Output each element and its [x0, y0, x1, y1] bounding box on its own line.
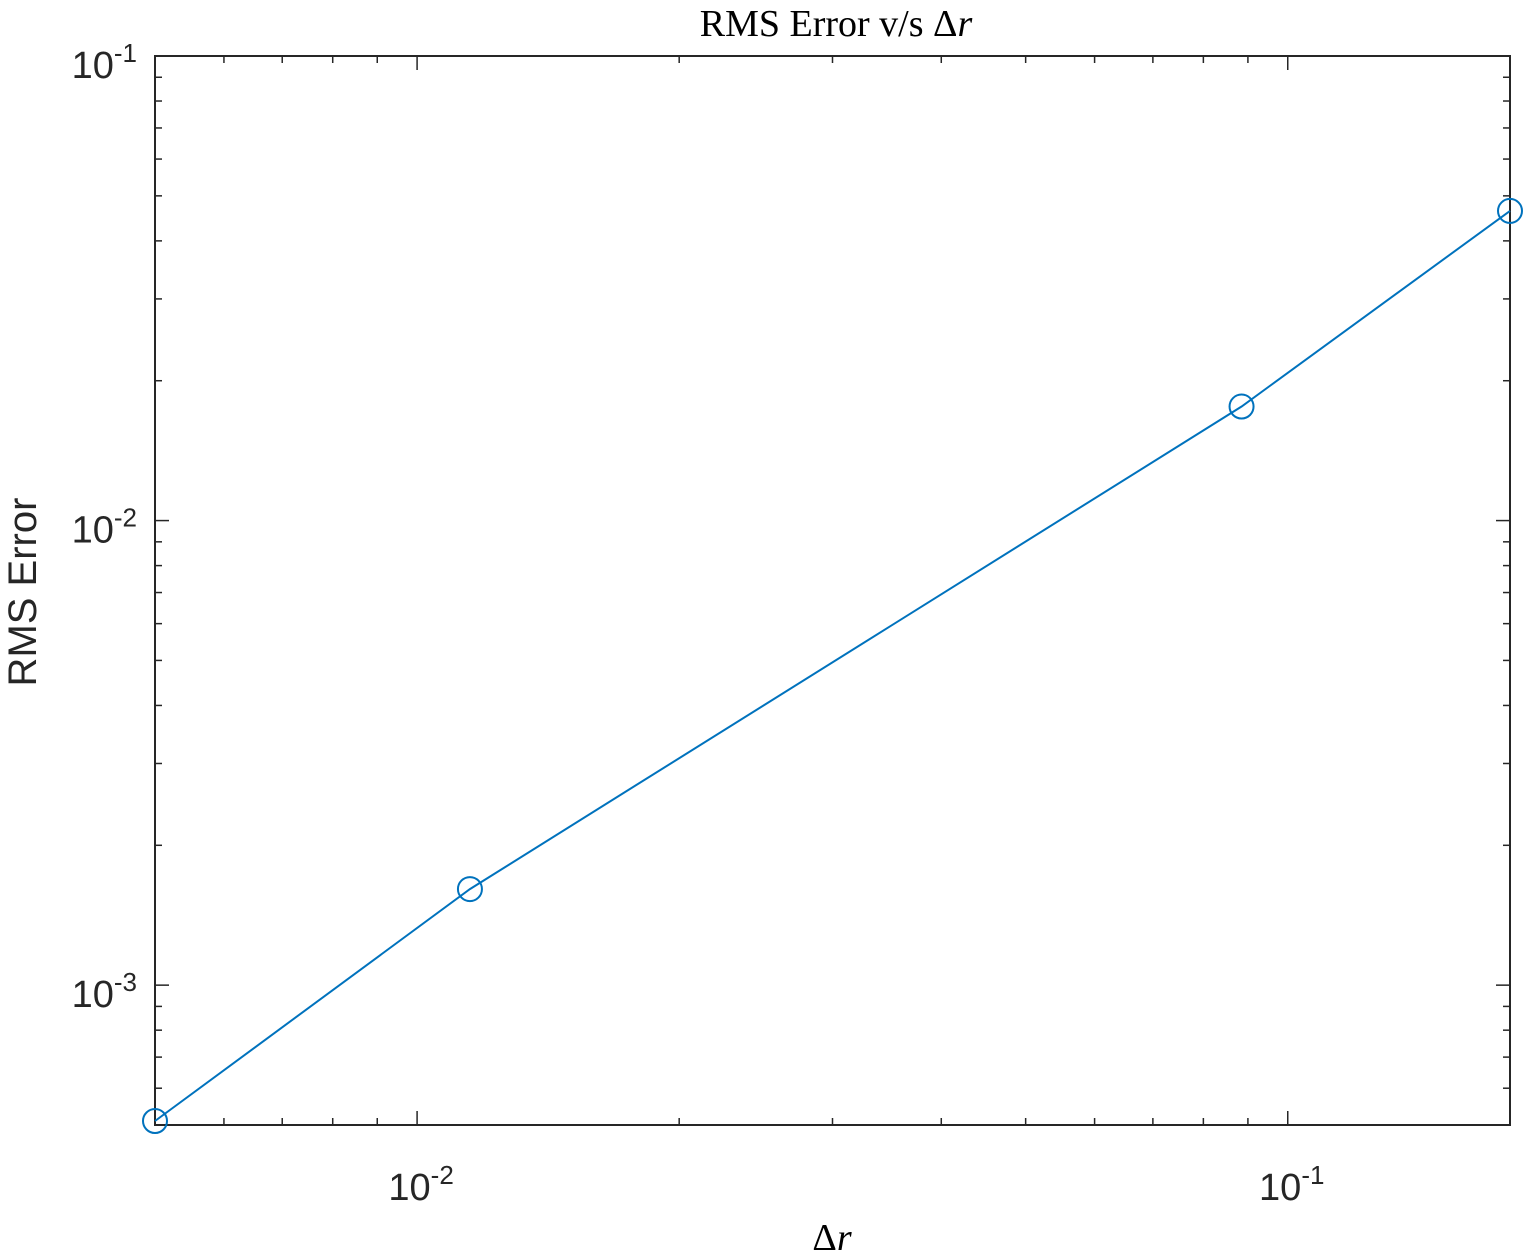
y-tick-label: 10-1 [72, 38, 137, 87]
x-tick-labels: 10-2 10-1 [388, 1160, 1324, 1209]
x-axis-label: Δr [812, 1217, 851, 1255]
data-point-marker [456, 876, 483, 903]
y-axis-label: RMS Error [1, 498, 45, 687]
x-tick-label: 10-1 [1259, 1160, 1324, 1209]
chart-title: RMS Error v/s Δr [700, 3, 973, 45]
minor-ticks [155, 56, 1510, 1125]
axes-box [154, 55, 1511, 1126]
series-line [154, 210, 1511, 1122]
major-ticks [155, 55, 1510, 1125]
y-tick-labels: 10-3 10-2 10-1 [72, 38, 137, 1016]
y-tick-label: 10-3 [72, 967, 137, 1016]
data-point-marker [1228, 393, 1255, 420]
data-point-marker [142, 1108, 168, 1135]
plot-area-frame [154, 55, 1511, 1126]
y-tick-label: 10-2 [72, 503, 137, 552]
data-point-marker [1497, 197, 1523, 224]
x-tick-label: 10-2 [388, 1160, 453, 1209]
series-layer [142, 197, 1523, 1135]
